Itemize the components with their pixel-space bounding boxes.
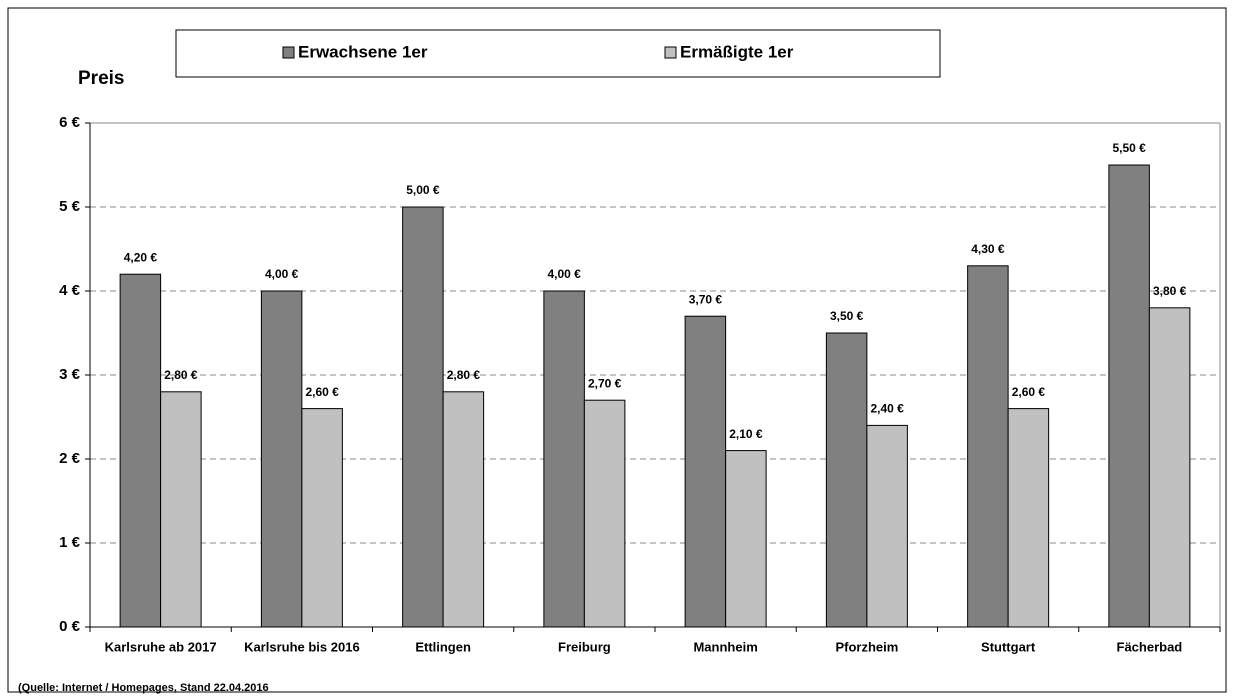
bar bbox=[967, 265, 1009, 628]
legend-label: Ermäßigte 1er bbox=[680, 42, 794, 61]
y-tick-label: 6 € bbox=[59, 114, 81, 131]
y-tick-label: 2 € bbox=[59, 450, 81, 467]
value-label: 2,70 € bbox=[588, 376, 622, 390]
x-tick-label: Karlsruhe bis 2016 bbox=[244, 639, 360, 654]
bar bbox=[1148, 307, 1191, 628]
value-label: 2,80 € bbox=[164, 368, 198, 382]
value-label: 4,00 € bbox=[265, 267, 299, 281]
bar bbox=[684, 315, 727, 628]
value-label: 2,60 € bbox=[1012, 385, 1046, 399]
x-tick-label: Ettlingen bbox=[415, 639, 471, 654]
value-label: 3,70 € bbox=[689, 292, 723, 306]
value-label: 4,30 € bbox=[971, 242, 1005, 256]
value-label: 5,00 € bbox=[406, 183, 440, 197]
legend-swatch bbox=[664, 46, 677, 59]
bar bbox=[543, 290, 585, 628]
value-label: 2,60 € bbox=[305, 385, 339, 399]
legend-box bbox=[175, 29, 941, 78]
legend-swatch bbox=[282, 46, 295, 59]
value-label: 4,00 € bbox=[547, 267, 581, 281]
bar bbox=[866, 424, 908, 628]
bar bbox=[442, 391, 485, 628]
legend-label: Erwachsene 1er bbox=[298, 42, 428, 61]
x-tick-label: Karlsruhe ab 2017 bbox=[105, 639, 217, 654]
y-tick-label: 1 € bbox=[59, 534, 81, 551]
value-label: 5,50 € bbox=[1112, 141, 1146, 155]
y-tick-label: 4 € bbox=[59, 282, 81, 299]
bar bbox=[160, 391, 202, 628]
y-tick-label: 3 € bbox=[59, 366, 81, 383]
value-label: 3,80 € bbox=[1153, 284, 1187, 298]
y-axis-label: Preis bbox=[78, 68, 124, 89]
bar bbox=[402, 206, 444, 628]
value-label: 2,40 € bbox=[870, 402, 904, 416]
x-tick-label: Fächerbad bbox=[1117, 639, 1183, 654]
x-tick-label: Stuttgart bbox=[981, 639, 1036, 654]
bar bbox=[260, 290, 303, 628]
bar bbox=[825, 332, 868, 628]
bar bbox=[301, 408, 343, 628]
bar bbox=[583, 399, 626, 628]
y-tick-label: 0 € bbox=[59, 618, 81, 635]
bar bbox=[1007, 408, 1050, 628]
x-tick-label: Freiburg bbox=[558, 639, 611, 654]
value-label: 4,20 € bbox=[124, 250, 158, 264]
bar bbox=[1108, 164, 1150, 628]
y-tick-label: 5 € bbox=[59, 198, 81, 215]
x-tick-label: Mannheim bbox=[693, 639, 757, 654]
source-note: (Quelle: Internet / Homepages, Stand 22.… bbox=[18, 682, 269, 694]
value-label: 3,50 € bbox=[830, 309, 864, 323]
bar bbox=[725, 450, 767, 628]
x-tick-label: Pforzheim bbox=[835, 639, 898, 654]
bar bbox=[119, 273, 162, 628]
value-label: 2,80 € bbox=[447, 368, 481, 382]
value-label: 2,10 € bbox=[729, 427, 763, 441]
